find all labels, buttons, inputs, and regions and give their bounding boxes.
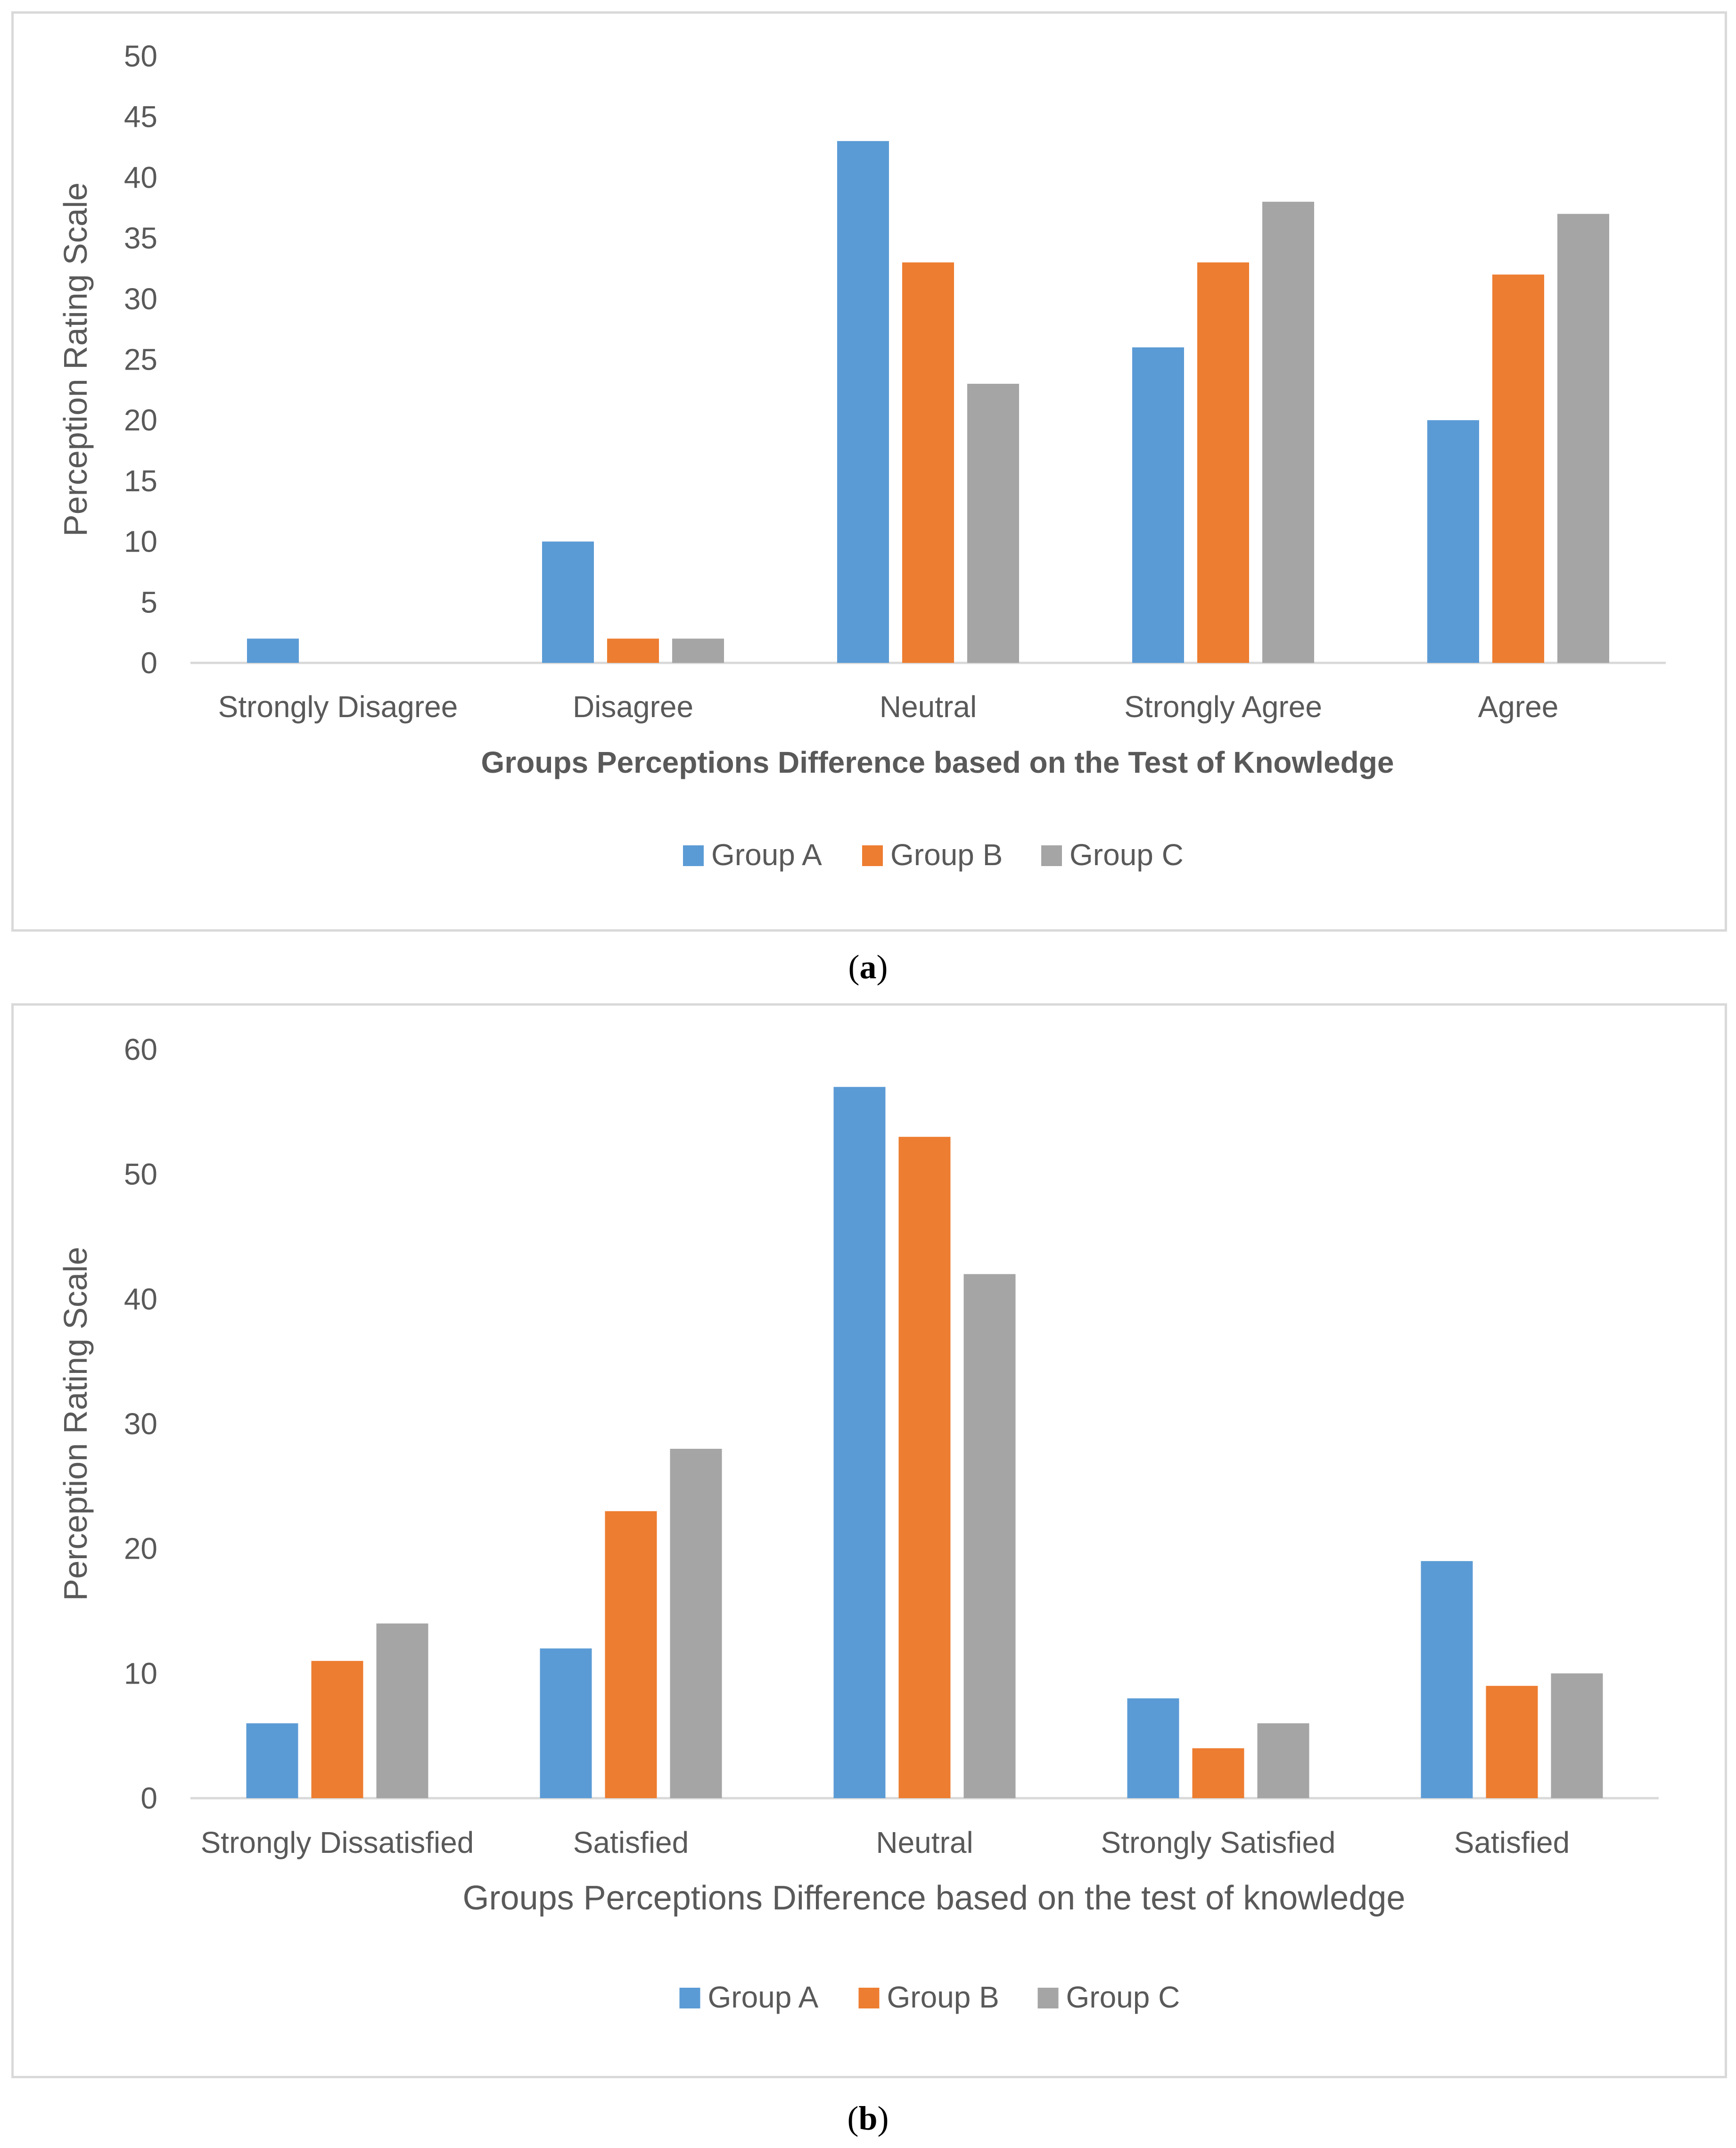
y-tick-label-2: 10 [124,525,157,559]
y-tick-label-6: 30 [124,282,157,316]
legend-label-group-a: Group A [711,838,822,872]
y-tick-label-9: 45 [124,100,157,134]
bar-group-b-cat-0 [311,1661,363,1798]
y-tick-label-1: 10 [124,1656,157,1690]
y-tick-label-5: 25 [124,343,157,377]
y-tick-label-8: 40 [124,160,157,194]
x-category-label-3: Strongly Agree [1124,690,1322,724]
bar-group-a-cat-2 [837,141,889,663]
y-axis-title: Perception Rating Scale [57,182,94,537]
bar-group-a-cat-4 [1427,420,1479,663]
chart-panel-a: 0 5 10 15 20 25 30 35 40 45 50 Strongly Disagree Dis… [11,11,1727,932]
y-tick-label-3: 15 [124,464,157,498]
caption-b: (b) [847,2099,889,2137]
y-tick-label-0: 0 [140,646,157,680]
bar-group-b-cat-1 [605,1511,657,1798]
y-tick-label-0: 0 [140,1781,157,1815]
y-tick-label-2: 20 [124,1532,157,1566]
bar-group-c-cat-4 [1557,214,1609,663]
legend-swatch-group-c [1037,1988,1059,2008]
x-category-label-1: Disagree [573,690,693,724]
y-tick-label-5: 50 [124,1157,157,1191]
bar-group-b-cat-2 [898,1137,951,1798]
x-category-label-1: Satisfied [573,1826,689,1859]
y-axis-title: Perception Rating Scale [57,1247,94,1601]
x-category-label-3: Strongly Satisfied [1101,1826,1335,1859]
legend-swatch-group-a [683,845,704,866]
bar-group-a-cat-3 [1132,347,1184,663]
bar-group-b-cat-3 [1192,1748,1244,1798]
bar-group-c-cat-0 [376,1623,428,1798]
legend-swatch-group-c [1041,845,1062,866]
bar-group-b-cat-4 [1486,1685,1538,1798]
y-tick-label-10: 50 [124,39,157,73]
bar-group-a-cat-1 [540,1648,592,1798]
bar-group-c-cat-2 [967,383,1019,663]
x-axis-title: Groups Perceptions Difference based on t… [463,1879,1406,1917]
legend-label-group-c: Group C [1066,1980,1180,2014]
bar-group-a-cat-0 [246,1723,298,1798]
bar-group-c-cat-3 [1257,1723,1309,1798]
legend-swatch-group-b [858,1988,880,2008]
x-category-label-2: Neutral [876,1826,973,1859]
x-axis-title: Groups Perceptions Difference based on t… [481,745,1394,779]
bar-group-b-cat-3 [1197,262,1249,663]
bar-group-b-cat-2 [902,262,954,663]
y-tick-label-6: 60 [124,1033,157,1066]
bar-group-c-cat-1 [670,1448,722,1798]
legend-swatch-group-a [679,1988,700,2008]
x-category-label-4: Agree [1478,690,1559,724]
legend-label-group-c: Group C [1070,838,1184,872]
caption-a: (a) [848,948,888,986]
bar-group-c-cat-1 [672,638,724,663]
chart-panel-b: 0 10 20 30 40 50 60 Strongly Dissatisfied Satisf… [11,1003,1727,2078]
y-tick-label-4: 20 [124,403,157,437]
y-tick-label-1: 5 [140,585,157,619]
bar-group-c-cat-2 [963,1274,1016,1798]
bar-group-c-cat-4 [1551,1673,1603,1798]
bar-chart-b: 0 10 20 30 40 50 60 Strongly Dissatisfied Satisf… [57,1033,1659,2014]
bar-group-b-cat-4 [1492,274,1544,663]
y-tick-label-4: 40 [124,1282,157,1316]
bar-group-a-cat-2 [833,1087,886,1798]
y-tick-label-7: 35 [124,221,157,255]
legend-label-group-b: Group B [887,1980,999,2014]
x-category-label-2: Neutral [880,690,977,724]
bar-group-c-cat-3 [1262,201,1314,663]
bar-chart-a: 0 5 10 15 20 25 30 35 40 45 50 Strongly Disagree Dis… [57,39,1666,872]
bar-group-a-cat-4 [1421,1561,1473,1798]
x-category-label-0: Strongly Disagree [218,690,458,724]
legend-label-group-b: Group B [890,838,1003,872]
bar-group-a-cat-1 [542,541,594,663]
legend-swatch-group-b [862,845,883,866]
x-category-label-0: Strongly Dissatisfied [201,1826,474,1859]
bar-group-b-cat-1 [607,638,659,663]
x-category-label-4: Satisfied [1454,1826,1570,1859]
y-tick-label-3: 30 [124,1407,157,1441]
bar-group-a-cat-3 [1127,1698,1179,1798]
legend-label-group-a: Group A [708,1980,819,2014]
bar-group-a-cat-0 [247,638,299,663]
